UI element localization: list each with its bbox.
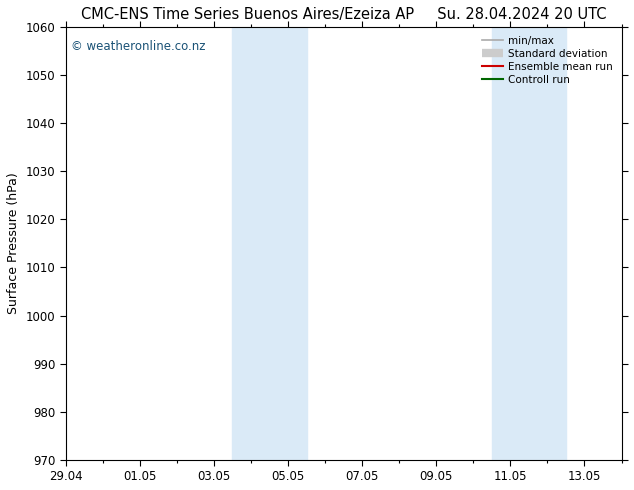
Text: © weatheronline.co.nz: © weatheronline.co.nz xyxy=(71,40,205,53)
Bar xyxy=(269,27,306,460)
Legend: min/max, Standard deviation, Ensemble mean run, Controll run: min/max, Standard deviation, Ensemble me… xyxy=(479,32,616,88)
Title: CMC-ENS Time Series Buenos Aires/Ezeiza AP     Su. 28.04.2024 20 UTC: CMC-ENS Time Series Buenos Aires/Ezeiza … xyxy=(81,7,606,22)
Bar xyxy=(233,27,269,460)
Bar xyxy=(529,27,566,460)
Bar xyxy=(492,27,529,460)
Y-axis label: Surface Pressure (hPa): Surface Pressure (hPa) xyxy=(7,172,20,314)
